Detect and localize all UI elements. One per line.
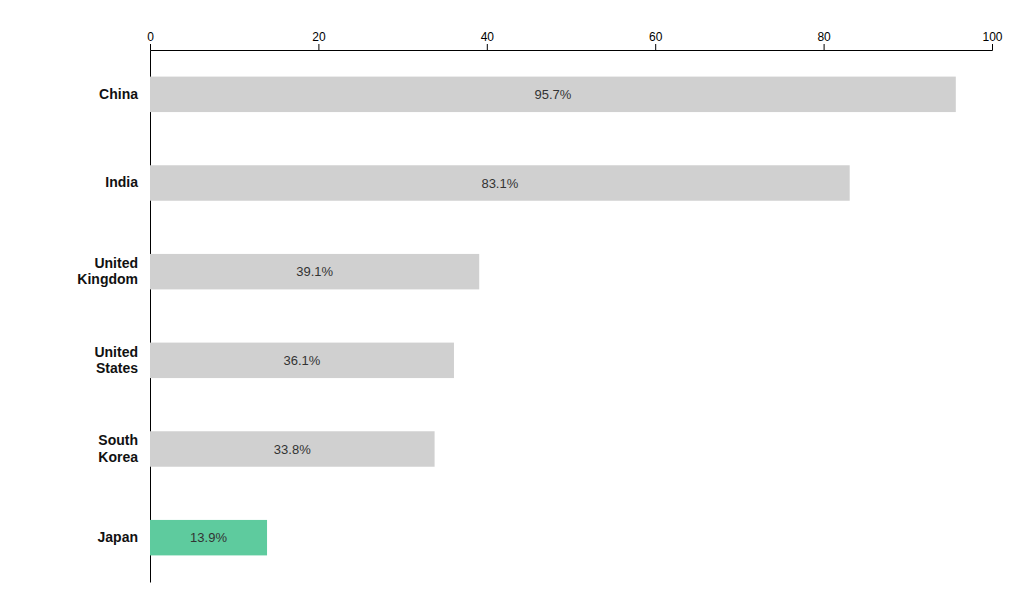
data-label: 33.8%	[274, 442, 311, 457]
bar	[150, 431, 435, 466]
y-tick-label-line: Kingdom	[77, 271, 138, 287]
y-tick-label: SouthKorea	[98, 432, 138, 464]
bar	[150, 165, 850, 200]
y-tick-label: China	[99, 86, 138, 102]
y-tick-label-line: States	[96, 360, 138, 376]
x-tick: 0	[147, 30, 154, 50]
y-tick-label: India	[105, 174, 138, 190]
data-label: 83.1%	[481, 176, 518, 191]
y-axis-line	[150, 51, 151, 583]
y-tick-label-line: Japan	[98, 529, 138, 545]
x-tick: 100	[982, 30, 1002, 50]
y-tick: UnitedStates	[94, 344, 150, 376]
data-label: 95.7%	[534, 87, 571, 102]
x-tick: 20	[312, 30, 326, 50]
data-labels: 95.7% 83.1% 39.1% 36.1% 33.8% 13.9%	[190, 87, 572, 545]
y-tick-label: UnitedKingdom	[77, 255, 138, 287]
y-tick-label-line: India	[105, 174, 138, 190]
x-axis-line	[151, 44, 993, 51]
x-tick-mark	[992, 44, 993, 50]
chart: 020406080100ChinaIndiaUnitedKingdomUnite…	[0, 0, 1024, 612]
y-axis: ChinaIndiaUnitedKingdomUnitedStatesSouth…	[77, 51, 150, 583]
y-tick: India	[105, 174, 150, 190]
y-tick-label: UnitedStates	[94, 344, 138, 376]
y-tick-label-line: South	[98, 432, 138, 448]
x-axis: 0 20 40 60 80 100	[147, 30, 1003, 51]
x-tick-mark	[150, 44, 151, 50]
y-tick: China	[99, 86, 150, 102]
x-tick-label: 20	[312, 30, 326, 44]
y-tick-label-line: United	[94, 344, 138, 360]
data-label: 39.1%	[296, 264, 333, 279]
y-tick-label-line: Korea	[98, 449, 138, 465]
y-tick: UnitedKingdom	[77, 255, 150, 287]
bar	[150, 520, 267, 555]
bar	[150, 343, 454, 378]
y-tick-label: Japan	[98, 529, 138, 545]
x-tick-mark	[318, 44, 319, 50]
x-tick-label: 80	[817, 30, 831, 44]
data-label: 13.9%	[190, 530, 227, 545]
bar	[150, 77, 956, 112]
x-tick-mark	[655, 44, 656, 50]
y-tick: Japan	[98, 529, 150, 545]
x-tick-mark	[824, 44, 825, 50]
x-tick: 80	[817, 30, 831, 50]
data-label: 36.1%	[284, 353, 321, 368]
x-tick-mark	[487, 44, 488, 50]
plot: 020406080100ChinaIndiaUnitedKingdomUnite…	[77, 30, 1002, 583]
bars	[150, 77, 956, 556]
y-tick: SouthKorea	[98, 432, 150, 464]
y-tick-label-line: United	[94, 255, 138, 271]
x-tick: 40	[481, 30, 495, 50]
x-tick-label: 100	[982, 30, 1002, 44]
y-tick-label-line: China	[99, 86, 138, 102]
x-tick-label: 0	[147, 30, 154, 44]
bar	[150, 254, 479, 289]
x-tick: 60	[649, 30, 663, 50]
x-tick-label: 40	[481, 30, 495, 44]
x-tick-label: 60	[649, 30, 663, 44]
